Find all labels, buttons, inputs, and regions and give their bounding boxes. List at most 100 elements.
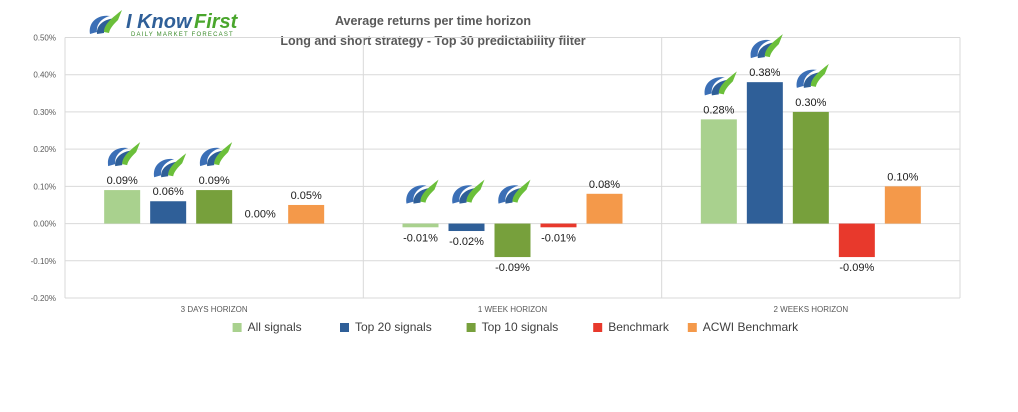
signal-logo-icon [153, 153, 187, 178]
data-label: 0.09% [199, 175, 230, 187]
bar [884, 186, 921, 224]
bar [150, 201, 187, 224]
logo-name-part2: First [194, 11, 239, 33]
legend-swatch [340, 323, 349, 332]
icon-swoosh-light [153, 158, 175, 178]
x-category-label: 2 WEEKS HORIZON [773, 305, 848, 314]
legend-swatch [687, 323, 697, 332]
y-tick-label: 0.20% [33, 145, 56, 154]
icon-swoosh-light [452, 185, 473, 204]
icon-arrow [764, 34, 783, 58]
data-label: -0.02% [449, 236, 484, 248]
bar [196, 190, 233, 224]
y-tick-label: -0.10% [31, 257, 56, 266]
y-tick-label: 0.50% [33, 34, 56, 43]
icon-arrow [168, 153, 187, 177]
icon-swoosh-dark [505, 187, 527, 204]
data-label: -0.09% [495, 262, 530, 274]
icon-arrow [466, 179, 485, 203]
icon-swoosh-light [750, 39, 771, 59]
icon-arrow [420, 179, 439, 203]
signal-logo-icon [452, 179, 485, 204]
legend-label: ACWI Benchmark [703, 320, 799, 334]
data-label: 0.38% [749, 67, 780, 79]
bar [494, 223, 531, 258]
data-labels: 0.09% 0.06% 0.09% 0.00% 0.05% -0.01% -0.02% -0.… [107, 67, 919, 274]
x-category-label: 3 DAYS HORIZON [181, 305, 248, 314]
icon-swoosh-light [199, 147, 221, 167]
logo-tagline: Daily Market Forecast [131, 32, 234, 38]
y-tick-label: 0.00% [33, 220, 56, 229]
icon-arrow [810, 63, 829, 87]
x-category-label: 1 WEEK HORIZON [478, 305, 548, 314]
icon-swoosh-dark [757, 42, 779, 59]
signal-icons [107, 34, 829, 204]
signal-logo-icon [704, 71, 737, 96]
legend-label: Benchmark [608, 320, 670, 334]
legend: All signals Top 20 signals Top 10 signals B… [232, 320, 799, 334]
signal-logo-icon [406, 179, 439, 204]
bar [288, 204, 325, 224]
bar [448, 223, 485, 232]
y-tick-label: 0.10% [33, 182, 56, 191]
bar [838, 223, 875, 258]
data-label: 0.05% [291, 190, 322, 202]
icon-swoosh-dark [413, 187, 435, 204]
bar [746, 82, 783, 224]
legend-swatch [232, 323, 242, 332]
icon-swoosh-light [107, 147, 129, 167]
bar [586, 193, 623, 224]
bar [792, 111, 829, 224]
icon-swoosh-dark [115, 150, 137, 167]
icon-arrow [214, 142, 233, 166]
icon-swoosh-light [406, 185, 427, 204]
legend-label: All signals [248, 320, 302, 334]
data-label: 0.06% [153, 186, 184, 198]
legend-label: Top 20 signals [355, 320, 432, 334]
data-label: -0.09% [839, 262, 874, 274]
data-label: 0.28% [703, 104, 734, 116]
y-axis: 0.50% 0.40% 0.30% 0.20% 0.10% 0.00% -0.10% -0.2… [31, 34, 56, 304]
bars [104, 82, 921, 258]
logo-icon [89, 10, 122, 34]
icon-swoosh-light [704, 77, 725, 96]
icon-arrow [512, 179, 531, 203]
icon-arrow [122, 142, 141, 166]
legend-swatch [593, 323, 603, 332]
icon-swoosh-dark [803, 71, 825, 88]
icon-swoosh-dark [711, 79, 733, 96]
data-label: 0.00% [245, 209, 276, 221]
icon-swoosh-dark [161, 161, 183, 178]
data-label: -0.01% [403, 232, 438, 244]
signal-logo-icon [796, 63, 829, 88]
y-tick-label: 0.40% [33, 71, 56, 80]
data-label: 0.10% [887, 171, 918, 183]
legend-swatch [466, 323, 476, 332]
data-label: 0.08% [589, 179, 620, 191]
chart-title: Average returns per time horizon [335, 14, 531, 28]
bar [402, 223, 439, 228]
chart-subtitle: Long and short strategy - Top 30 predict… [280, 34, 585, 48]
bar [700, 119, 737, 224]
legend-label: Top 10 signals [482, 320, 559, 334]
icon-swoosh-light [498, 185, 519, 204]
bar [540, 223, 577, 228]
bar [104, 190, 141, 224]
icon-arrow [718, 71, 737, 95]
icon-swoosh-dark [207, 150, 229, 167]
icon-swoosh-dark [459, 187, 481, 204]
signal-logo-icon [750, 34, 783, 59]
data-label: -0.01% [541, 232, 576, 244]
icon-swoosh-light [796, 69, 817, 88]
data-label: 0.30% [795, 97, 826, 109]
logo-name-part1: I Know [126, 11, 193, 33]
signal-logo-icon [199, 142, 233, 167]
signal-logo-icon [498, 179, 531, 204]
data-label: 0.09% [107, 175, 138, 187]
brand-logo: I Know First Daily Market Forecast [89, 10, 239, 38]
signal-logo-icon [107, 142, 141, 167]
y-tick-label: 0.30% [33, 108, 56, 117]
x-axis: 3 DAYS HORIZON 1 WEEK HORIZON 2 WEEKS HORI… [181, 305, 849, 314]
y-tick-label: -0.20% [31, 294, 56, 303]
